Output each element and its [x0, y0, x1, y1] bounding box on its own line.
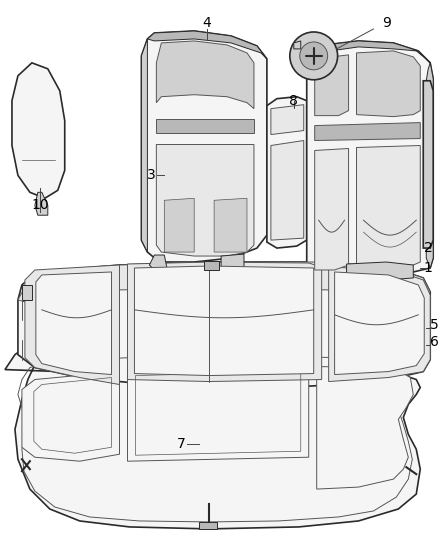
Text: 1: 1 [424, 261, 433, 275]
Text: 7: 7 [177, 437, 186, 451]
Polygon shape [221, 254, 244, 270]
Polygon shape [267, 96, 307, 248]
Polygon shape [271, 141, 304, 240]
Polygon shape [134, 266, 314, 376]
Polygon shape [22, 285, 32, 300]
Polygon shape [18, 262, 430, 387]
Polygon shape [328, 267, 430, 382]
Polygon shape [148, 31, 267, 59]
Polygon shape [141, 31, 267, 262]
Polygon shape [141, 39, 148, 252]
Circle shape [290, 32, 338, 80]
Polygon shape [22, 372, 120, 461]
Polygon shape [357, 51, 420, 117]
Circle shape [300, 42, 328, 70]
Polygon shape [271, 104, 304, 134]
Text: 6: 6 [430, 335, 438, 349]
Polygon shape [127, 262, 321, 382]
Polygon shape [314, 149, 349, 270]
Polygon shape [156, 119, 254, 133]
Polygon shape [204, 261, 219, 270]
Polygon shape [307, 41, 433, 274]
Text: 3: 3 [147, 168, 156, 182]
Polygon shape [18, 262, 430, 302]
Polygon shape [35, 192, 48, 215]
Polygon shape [127, 368, 309, 461]
Polygon shape [25, 265, 120, 384]
Polygon shape [156, 41, 254, 109]
Polygon shape [156, 144, 254, 256]
Polygon shape [12, 63, 65, 198]
Polygon shape [426, 63, 433, 268]
Polygon shape [36, 272, 112, 375]
Polygon shape [346, 262, 413, 280]
Polygon shape [314, 55, 349, 116]
Polygon shape [5, 350, 420, 529]
Text: 2: 2 [424, 241, 433, 255]
Polygon shape [314, 123, 420, 141]
Polygon shape [149, 255, 167, 270]
Polygon shape [423, 81, 433, 248]
Polygon shape [307, 41, 430, 63]
Text: 4: 4 [203, 16, 212, 30]
Text: 5: 5 [430, 318, 438, 332]
Polygon shape [317, 367, 413, 489]
Text: 10: 10 [31, 198, 49, 212]
Text: 8: 8 [290, 94, 298, 108]
Polygon shape [164, 198, 194, 252]
Text: 9: 9 [382, 16, 391, 30]
Polygon shape [357, 146, 420, 270]
Polygon shape [294, 41, 301, 49]
Polygon shape [214, 198, 247, 252]
Polygon shape [335, 272, 424, 375]
Polygon shape [199, 522, 217, 529]
